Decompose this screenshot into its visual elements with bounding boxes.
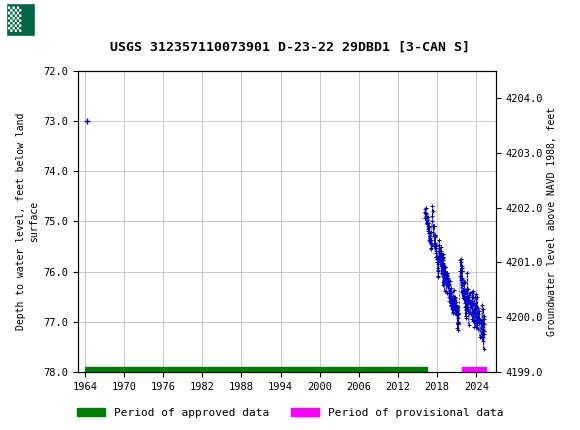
Text: USGS 312357110073901 D-23-22 29DBD1 [3-CAN S]: USGS 312357110073901 D-23-22 29DBD1 [3-C… — [110, 41, 470, 54]
Legend: Period of approved data, Period of provisional data: Period of approved data, Period of provi… — [72, 403, 508, 422]
Bar — [6, 3, 35, 36]
Y-axis label: Depth to water level, feet below land
surface: Depth to water level, feet below land su… — [16, 113, 39, 330]
Y-axis label: Groundwater level above NAVD 1988, feet: Groundwater level above NAVD 1988, feet — [548, 107, 557, 336]
Bar — [6, 3, 64, 36]
Text: ▒: ▒ — [8, 6, 21, 32]
Text: USGS: USGS — [84, 12, 121, 27]
